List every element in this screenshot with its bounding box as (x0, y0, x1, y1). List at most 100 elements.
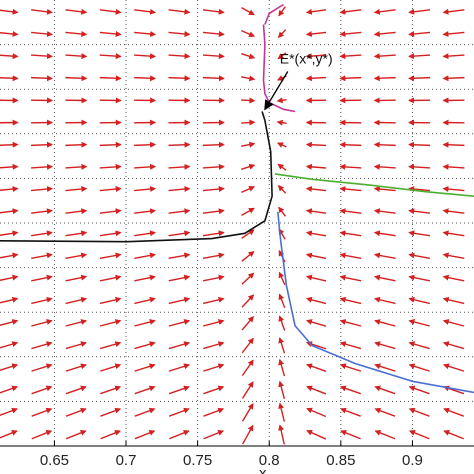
field-arrow (31, 186, 53, 193)
field-arrow (443, 407, 465, 417)
field-arrow (203, 319, 225, 327)
field-arrow (442, 163, 465, 170)
field-arrow (134, 163, 157, 170)
field-arrow (339, 75, 362, 82)
field-arrow (276, 142, 287, 148)
field-arrow (0, 319, 19, 326)
field-arrow (278, 293, 286, 308)
field-arrow (0, 30, 19, 37)
field-arrow (305, 53, 327, 60)
field-arrow (442, 319, 465, 327)
field-arrow (134, 430, 156, 440)
field-arrow (339, 8, 362, 15)
field-arrow (134, 319, 156, 327)
field-arrow (339, 186, 362, 193)
field-arrow (0, 274, 19, 281)
field-arrow (99, 319, 122, 327)
field-arrow (168, 163, 191, 170)
x-axis-label: x (259, 465, 267, 474)
field-arrow (0, 296, 19, 304)
field-arrow (278, 424, 285, 445)
field-arrow (339, 252, 362, 259)
trajectory-5 (264, 3, 284, 25)
field-arrow (202, 8, 225, 15)
field-arrow (442, 30, 465, 37)
equilibrium-annotation: E*(x*,y*) (264, 51, 333, 111)
field-arrow (134, 341, 156, 350)
field-arrow (306, 429, 327, 440)
field-arrow (408, 75, 431, 82)
field-arrow (31, 252, 53, 259)
field-arrow (65, 163, 88, 170)
field-arrow (374, 385, 396, 395)
x-axis: 0.65 0.7 0.75 0.8 0.85 0.9 x (0, 441, 474, 474)
field-arrow (31, 319, 53, 327)
field-arrow (134, 75, 157, 82)
field-arrow (203, 385, 225, 395)
field-arrow (202, 208, 225, 215)
field-arrow (373, 208, 396, 215)
field-arrow (241, 294, 255, 308)
field-arrow (0, 230, 19, 237)
field-arrow (373, 230, 396, 237)
field-arrow (408, 141, 431, 148)
field-arrow (305, 274, 327, 282)
field-arrow (31, 30, 53, 37)
field-arrow (442, 274, 465, 282)
field-arrow (168, 75, 191, 82)
field-arrow (31, 230, 53, 237)
field-arrow (241, 402, 254, 422)
field-arrow (339, 319, 362, 327)
field-arrow (241, 186, 256, 193)
field-arrow (442, 53, 465, 60)
field-arrow (65, 8, 88, 15)
field-arrow (408, 252, 431, 259)
field-arrow (241, 7, 255, 16)
field-arrow (168, 296, 191, 305)
field-arrow (305, 75, 327, 82)
field-arrow (241, 75, 256, 82)
field-arrow (373, 75, 396, 82)
field-arrow (306, 385, 327, 395)
field-arrow (278, 206, 286, 217)
field-arrow (65, 319, 88, 327)
trajectory-4 (262, 24, 296, 113)
field-arrow (276, 97, 287, 104)
field-arrow (100, 430, 121, 440)
field-arrow (443, 430, 464, 440)
field-arrow (339, 296, 362, 305)
field-arrow (339, 385, 362, 395)
field-arrow (408, 319, 430, 327)
field-arrow (373, 274, 396, 282)
field-arrow (339, 30, 362, 37)
field-arrow (31, 274, 53, 282)
field-arrow (202, 75, 225, 82)
field-arrow (0, 186, 19, 193)
field-arrow (202, 30, 225, 37)
field-arrow (31, 141, 54, 148)
x-tick-label: 0.8 (259, 452, 280, 469)
field-arrow (0, 163, 19, 170)
field-arrow (305, 208, 327, 215)
field-arrow (99, 341, 122, 350)
field-arrow (241, 141, 256, 148)
field-arrow (100, 385, 122, 395)
field-arrow (277, 185, 287, 194)
field-arrow (339, 141, 362, 148)
field-arrow (339, 230, 362, 237)
x-tick-label: 0.75 (183, 452, 212, 469)
field-arrow (278, 380, 286, 400)
field-arrow (134, 296, 156, 305)
field-arrow (408, 274, 431, 282)
field-arrow (202, 186, 225, 193)
field-arrow (134, 8, 157, 15)
field-arrow (168, 230, 191, 237)
field-arrow (65, 385, 87, 395)
field-arrow (241, 250, 255, 262)
field-arrow (31, 75, 54, 82)
field-arrow (168, 385, 190, 395)
field-arrow (99, 75, 122, 82)
field-arrow (168, 8, 191, 15)
field-arrow (241, 359, 254, 377)
